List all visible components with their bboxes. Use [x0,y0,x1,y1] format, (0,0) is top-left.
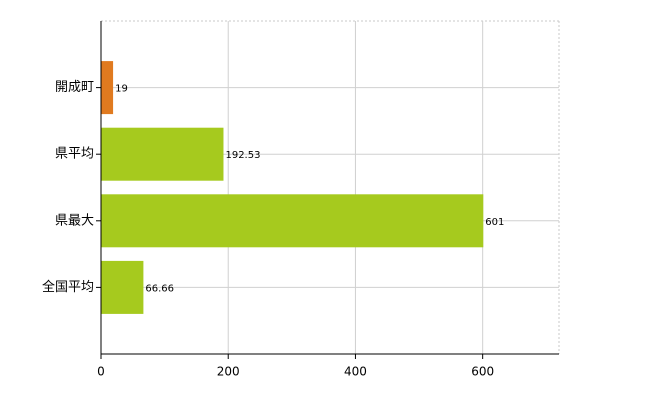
x-tick-label: 0 [97,365,105,379]
bar [101,61,114,115]
value-label: 601 [485,217,504,228]
value-label: 19 [115,84,128,95]
bar [101,260,144,314]
y-tick-label: 県平均 [55,147,94,162]
y-tick-label: 全国平均 [42,279,94,295]
y-tick-label: 県最大 [55,213,94,228]
bar [101,194,484,248]
x-tick-label: 600 [471,365,494,379]
y-tick-label: 開成町 [55,80,94,95]
value-label: 66.66 [145,283,174,294]
x-tick-label: 200 [217,365,240,379]
x-tick-label: 400 [344,365,367,379]
bar [101,127,224,181]
value-label: 192.53 [225,150,260,161]
